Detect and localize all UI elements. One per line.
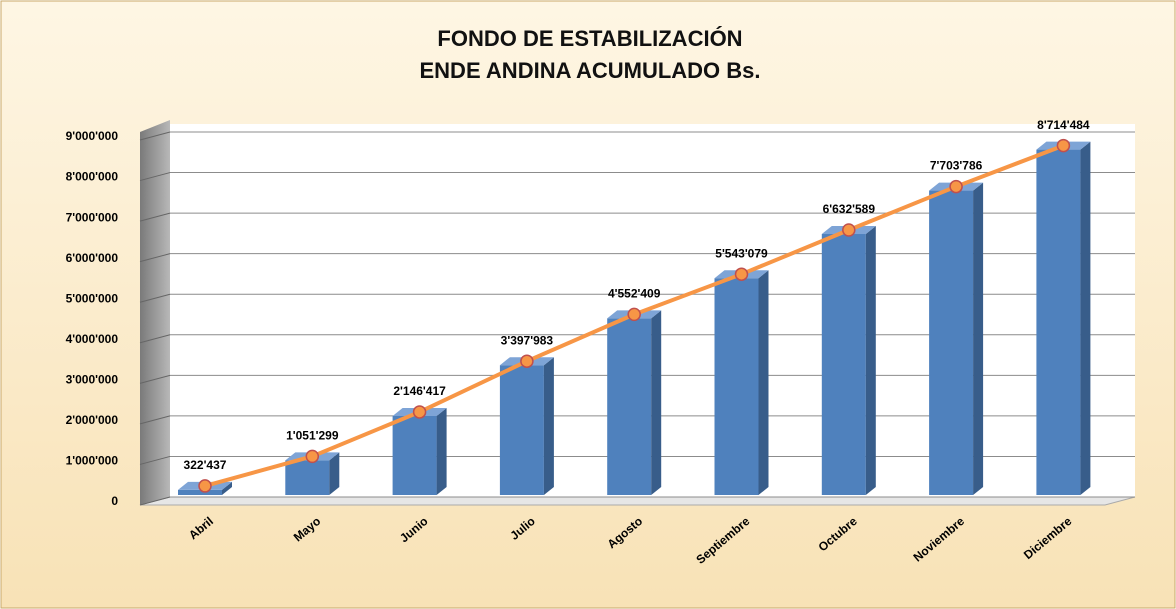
bar-side: [543, 357, 554, 495]
bar: [607, 318, 652, 495]
data-label: 4'552'409: [608, 287, 661, 301]
bar: [929, 190, 974, 496]
line-marker: [198, 479, 212, 493]
y-tick-label: 2'000'000: [66, 413, 119, 427]
grid-line: [139, 496, 171, 506]
grid-line: [139, 293, 171, 303]
y-tick-label: 7'000'000: [66, 210, 119, 224]
bar: [285, 460, 330, 495]
chart-title: FONDO DE ESTABILIZACIÓN: [437, 26, 742, 51]
bar-side: [1080, 141, 1091, 495]
y-tick-label: 1'000'000: [66, 454, 119, 468]
bar-side: [329, 452, 340, 495]
y-tick-label: 5'000'000: [66, 291, 119, 305]
bar-side: [973, 182, 984, 496]
data-label: 5'543'079: [715, 246, 768, 260]
line-marker: [627, 307, 641, 322]
floor: [139, 496, 1136, 506]
y-tick-label: 3'000'000: [66, 373, 119, 387]
bar-side: [436, 407, 447, 495]
bar: [714, 278, 759, 495]
data-label: 3'397'983: [501, 333, 554, 347]
bar: [1036, 149, 1081, 495]
y-tick-label: 9'000'000: [66, 129, 119, 143]
y-tick-label: 8'000'000: [66, 170, 119, 184]
data-label: 6'632'589: [823, 202, 876, 216]
grid-line: [139, 455, 171, 465]
data-label: 2'146'417: [393, 384, 446, 398]
grid-line: [139, 212, 171, 222]
bar-side: [758, 270, 769, 495]
chart-title: ENDE ANDINA ACUMULADO Bs.: [420, 58, 761, 83]
bar-side: [865, 226, 876, 496]
bar: [178, 489, 222, 495]
grid-line: [139, 131, 171, 141]
data-label: 322'437: [184, 458, 227, 472]
grid-line: [139, 253, 171, 263]
line-marker: [734, 267, 749, 281]
bar-side: [651, 310, 662, 495]
left-wall: [140, 120, 170, 505]
bar-side: [222, 481, 232, 495]
line-marker: [949, 179, 963, 194]
grid-line: [139, 374, 171, 384]
grid-line: [139, 415, 171, 425]
y-tick-label: 4'000'000: [66, 332, 119, 346]
line-marker: [1056, 138, 1071, 153]
grid-line: [139, 172, 171, 182]
bar: [499, 365, 544, 495]
bar: [821, 234, 866, 496]
y-tick-label: 6'000'000: [66, 251, 119, 265]
line-marker: [520, 354, 534, 368]
line-marker: [305, 449, 320, 464]
data-label: 1'051'299: [286, 429, 339, 443]
line-marker: [412, 405, 427, 419]
data-label: 7'703'786: [930, 159, 983, 173]
grid-line: [139, 334, 171, 344]
y-tick-label: 0: [111, 494, 118, 508]
line-marker: [842, 223, 856, 237]
data-label: 8'714'484: [1037, 118, 1090, 132]
bar: [392, 415, 437, 495]
